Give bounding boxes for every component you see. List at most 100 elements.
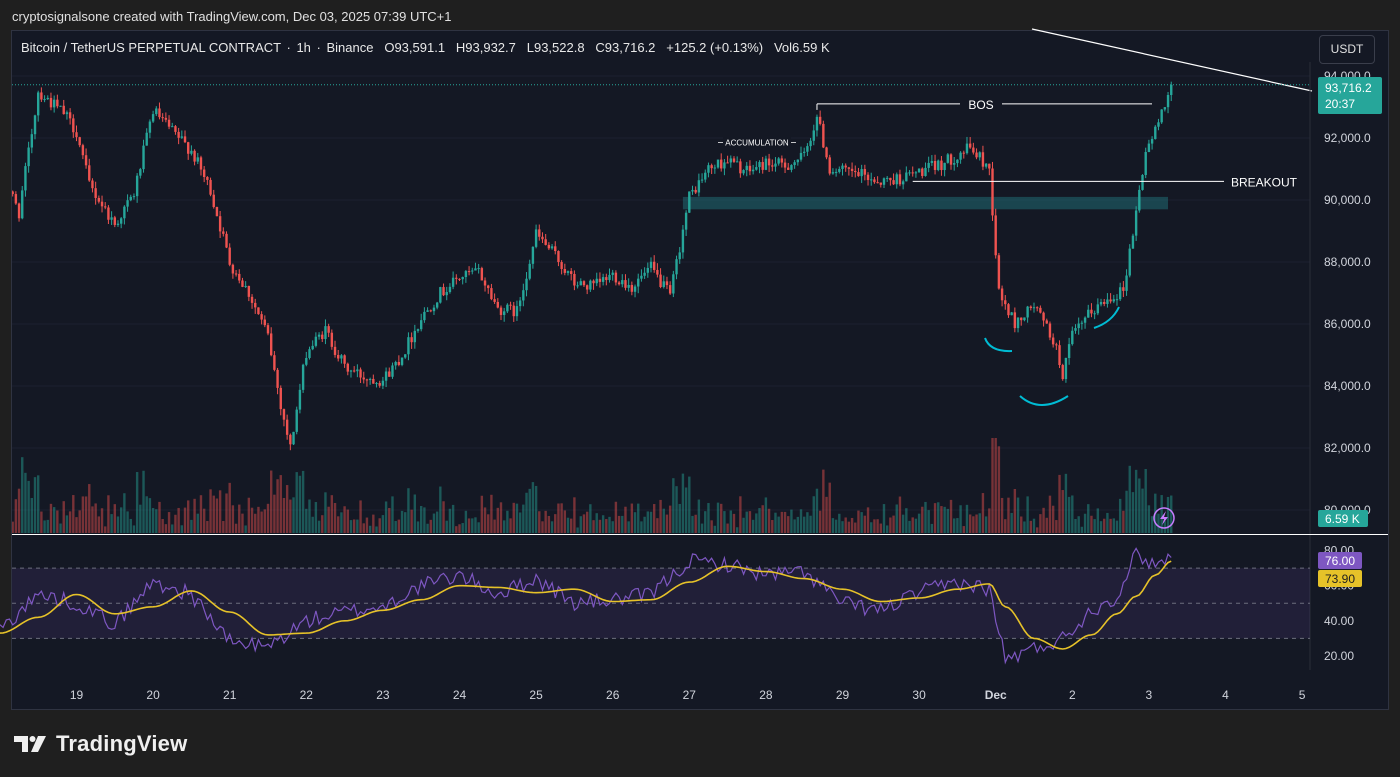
volume-bar	[742, 517, 745, 533]
candle-body	[905, 172, 908, 182]
candle-body	[1026, 306, 1029, 318]
candle-body	[52, 99, 56, 108]
volume-bar	[704, 511, 707, 533]
candle-body	[222, 231, 225, 234]
volume-bar	[266, 503, 270, 533]
volume-bar	[1112, 518, 1115, 533]
volume-bar	[298, 475, 302, 533]
candle-body	[180, 136, 184, 138]
volume-bar	[678, 503, 681, 533]
candle-body	[1083, 317, 1087, 323]
legend-interval[interactable]: 1h	[296, 40, 311, 55]
candle-body	[758, 162, 761, 168]
candle-body	[914, 172, 918, 174]
candle-body	[850, 168, 854, 171]
candle-body	[611, 272, 614, 275]
volume-bar	[1004, 519, 1007, 533]
candle-body	[627, 284, 630, 288]
volume-bar	[84, 496, 88, 533]
volume-bar	[474, 517, 477, 533]
volume-bar	[940, 506, 943, 533]
volume-bar	[65, 515, 69, 533]
volume-tag-label: 6.59 K	[1325, 512, 1360, 526]
candle-body	[688, 191, 691, 213]
candle-body	[652, 261, 656, 270]
candle-body	[356, 369, 359, 372]
candle-body	[854, 170, 857, 173]
candle-body	[522, 290, 525, 301]
volume-bar	[700, 523, 704, 533]
candle-body	[14, 194, 18, 204]
volume-bar	[595, 513, 598, 533]
candle-body	[496, 301, 499, 308]
volume-bar	[94, 503, 97, 533]
candle-body	[595, 278, 598, 284]
candle-body	[308, 349, 311, 358]
legend-symbol[interactable]: Bitcoin / TetherUS PERPETUAL CONTRACT	[21, 40, 281, 55]
candle-body	[384, 371, 388, 381]
candle-body	[145, 132, 148, 146]
candle-body	[621, 280, 624, 285]
volume-bar	[1163, 521, 1167, 533]
volume-bar	[180, 525, 184, 533]
volume-bar	[723, 511, 726, 533]
trend-line	[1031, 28, 1313, 92]
volume-bar	[895, 504, 898, 533]
volume-bar	[965, 504, 969, 533]
volume-bar	[30, 497, 34, 533]
volume-bar	[943, 506, 946, 533]
volume-bar	[352, 519, 356, 533]
volume-bar	[324, 492, 327, 533]
candle-body	[729, 158, 732, 163]
candle-body	[362, 377, 365, 380]
volume-bar	[841, 521, 844, 533]
candle-body	[576, 285, 579, 287]
chart-frame[interactable]	[11, 30, 1389, 710]
volume-bar	[215, 498, 219, 533]
volume-bar	[1051, 505, 1055, 533]
volume-bar	[560, 503, 563, 533]
candle-body	[241, 280, 244, 287]
volume-bar	[59, 523, 62, 533]
legend-change: +125.2 (+0.13%)	[666, 40, 764, 55]
currency-button[interactable]: USDT	[1319, 35, 1375, 64]
time-tick-label: 28	[759, 688, 773, 702]
volume-bar	[707, 503, 710, 533]
volume-bar	[254, 513, 257, 533]
candle-body	[723, 162, 726, 169]
volume-bar	[91, 506, 94, 533]
volume-bar	[831, 518, 835, 533]
volume-bar	[1118, 498, 1122, 533]
volume-bar	[968, 514, 972, 533]
volume-bar	[818, 510, 822, 533]
candle-body	[968, 143, 972, 148]
volume-bar	[659, 499, 662, 533]
price-tick-label: 88,000.0	[1324, 255, 1371, 269]
volume-bar	[825, 496, 828, 533]
volume-bar	[88, 484, 91, 533]
candle-body	[799, 152, 803, 160]
candle-body	[882, 178, 886, 185]
price-grid	[12, 75, 1310, 511]
candle-body	[962, 152, 965, 154]
volume-bar	[407, 488, 410, 533]
candle-body	[678, 252, 681, 260]
candle-body	[608, 274, 611, 281]
volume-bar	[617, 515, 621, 533]
tradingview-brand[interactable]: TradingView	[14, 731, 187, 757]
volume-bar	[359, 500, 362, 533]
candle-body	[464, 271, 468, 278]
candle-body	[707, 165, 710, 173]
candle-body	[930, 160, 934, 163]
candle-body	[394, 361, 397, 366]
volume-bar	[416, 521, 420, 533]
last-price-tag	[1318, 77, 1382, 114]
volume-bar	[528, 488, 531, 533]
candle-body	[273, 355, 276, 370]
candle-body	[892, 180, 895, 185]
candle-body	[981, 152, 985, 167]
volume-bar	[378, 518, 381, 533]
volume-bar	[796, 516, 800, 533]
candle-body	[732, 158, 736, 162]
